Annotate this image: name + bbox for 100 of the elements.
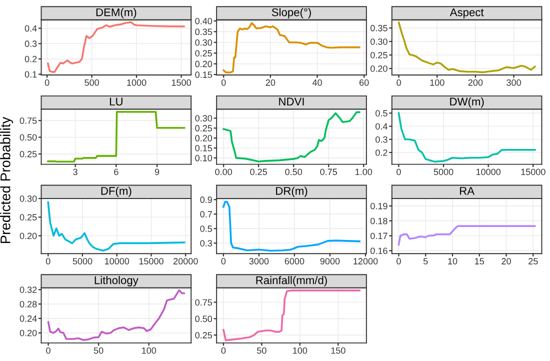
x-tick-label: 1500 [172,79,191,86]
chart-title: Lithology [94,276,138,286]
y-tick-label: 0.1 [24,71,37,78]
chart-title: RA [460,187,475,195]
x-tick-label: 0 [221,347,226,354]
x-tick-label: 0 [221,258,226,264]
y-tick-label: 0.25 [20,150,37,158]
y-tick-label: 0.30 [195,39,212,46]
y-tick-label: 0.2 [376,149,388,156]
y-tick-label: 0.35 [195,28,212,36]
line-series [47,21,185,73]
x-tick-label: 0 [221,79,226,86]
chart-title: NDVI [279,98,304,106]
y-tick-label: 0.40 [195,18,212,24]
y-tick-label: 0.15 [195,72,212,78]
y-tick-label: 0.3 [200,240,212,246]
x-tick-label: 5000 [434,168,454,176]
x-tick-label: 200 [468,79,483,86]
chart-title: DW(m) [450,97,484,108]
chart-title: LU [110,98,122,106]
y-tick-label: 0.20 [20,330,37,336]
x-tick-label: 0.00 [215,168,232,176]
y-tick-label: 0.20 [195,135,212,142]
x-tick-label: 1.00 [356,168,372,176]
x-tick-label: 500 [84,79,99,86]
x-tick-label: 100 [142,347,156,354]
y-tick-label: 0.30 [195,115,212,122]
line-series [398,225,536,246]
chart-title: DF(m) [101,186,132,198]
line-series [222,22,360,74]
x-tick-label: 150 [331,347,346,354]
line-series [398,22,536,74]
x-tick-label: 9000 [320,258,340,264]
x-tick-label: 100 [430,79,444,86]
x-tick-label: 6000 [284,258,304,264]
line-series [222,111,360,162]
y-tick-label: 0.19 [370,202,388,210]
y-tick-label: 0.30 [20,195,37,202]
line-series [222,200,360,252]
x-tick-label: 5000 [72,258,92,264]
y-tick-label: 0.16 [370,248,388,254]
y-tick-label: 0.25 [370,52,388,58]
x-tick-label: 0 [44,79,50,86]
y-tick-label: 0.50 [195,316,212,322]
y-tick-label: 0.20 [370,65,388,72]
y-tick-label: 0.75 [195,299,212,306]
x-tick-label: 0.50 [285,168,302,176]
x-tick-label: 20 [502,258,511,264]
y-tick-label: 0.20 [20,232,37,240]
y-tick-label: 0.3 [376,136,388,143]
x-tick-label: 40 [312,79,322,86]
y-tick-label: 0.25 [195,332,212,338]
y-tick-label: 0.75 [20,118,37,124]
x-tick-label: 9 [154,168,160,176]
chart-title: Rainfall(mm/d) [256,276,327,286]
y-tick-label: 0.10 [195,154,212,162]
x-tick-label: 60 [360,79,369,86]
chart-title: DR(m) [276,186,308,198]
x-tick-label: 0 [396,168,401,176]
x-tick-label: 50 [257,347,266,354]
x-tick-label: 0.75 [320,168,338,176]
y-tick-label: 0.50 [20,134,37,141]
chart-title: Aspect [450,8,484,18]
line-series [398,112,536,163]
y-tick-label: 0.15 [195,144,212,152]
y-tick-label: 0.3 [24,40,37,47]
y-tick-label: 0.20 [195,60,212,68]
x-tick-label: 0.25 [250,168,267,176]
line-series [47,201,186,252]
y-tick-label: 0.7 [200,211,212,218]
line-series [47,110,186,163]
x-tick-label: 10 [448,258,458,264]
x-tick-label: 15 [475,258,484,264]
y-tick-label: 0.25 [195,125,212,132]
line-series [47,289,185,341]
x-tick-label: 15000 [139,258,164,264]
x-tick-label: 5 [423,258,428,264]
x-tick-label: 50 [94,347,104,354]
x-tick-label: 0 [396,79,401,86]
y-tick-label: 0.2 [24,56,37,62]
y-tick-label: 0.17 [370,232,388,240]
x-tick-label: 0 [46,347,50,354]
y-tick-label: 0.9 [200,196,212,203]
x-tick-label: 10000 [476,168,501,176]
y-tick-label: 0.25 [20,214,37,220]
chart-title: Slope(°) [272,8,311,18]
x-tick-label: 0 [396,258,401,264]
x-tick-label: 25 [528,258,538,264]
y-tick-label: 0.25 [195,50,212,56]
y-tick-label: 0.18 [370,218,388,224]
x-tick-label: 12000 [354,258,378,264]
x-tick-label: 1000 [127,79,146,86]
x-tick-label: 300 [506,79,521,86]
y-tick-label: 0.24 [20,315,37,322]
line-series [222,290,360,342]
y-tick-label: 0.4 [24,25,37,32]
x-tick-label: 20000 [174,258,198,264]
x-tick-label: 20 [266,79,276,86]
x-tick-label: 3000 [249,258,269,264]
y-tick-label: 0.28 [20,301,37,308]
